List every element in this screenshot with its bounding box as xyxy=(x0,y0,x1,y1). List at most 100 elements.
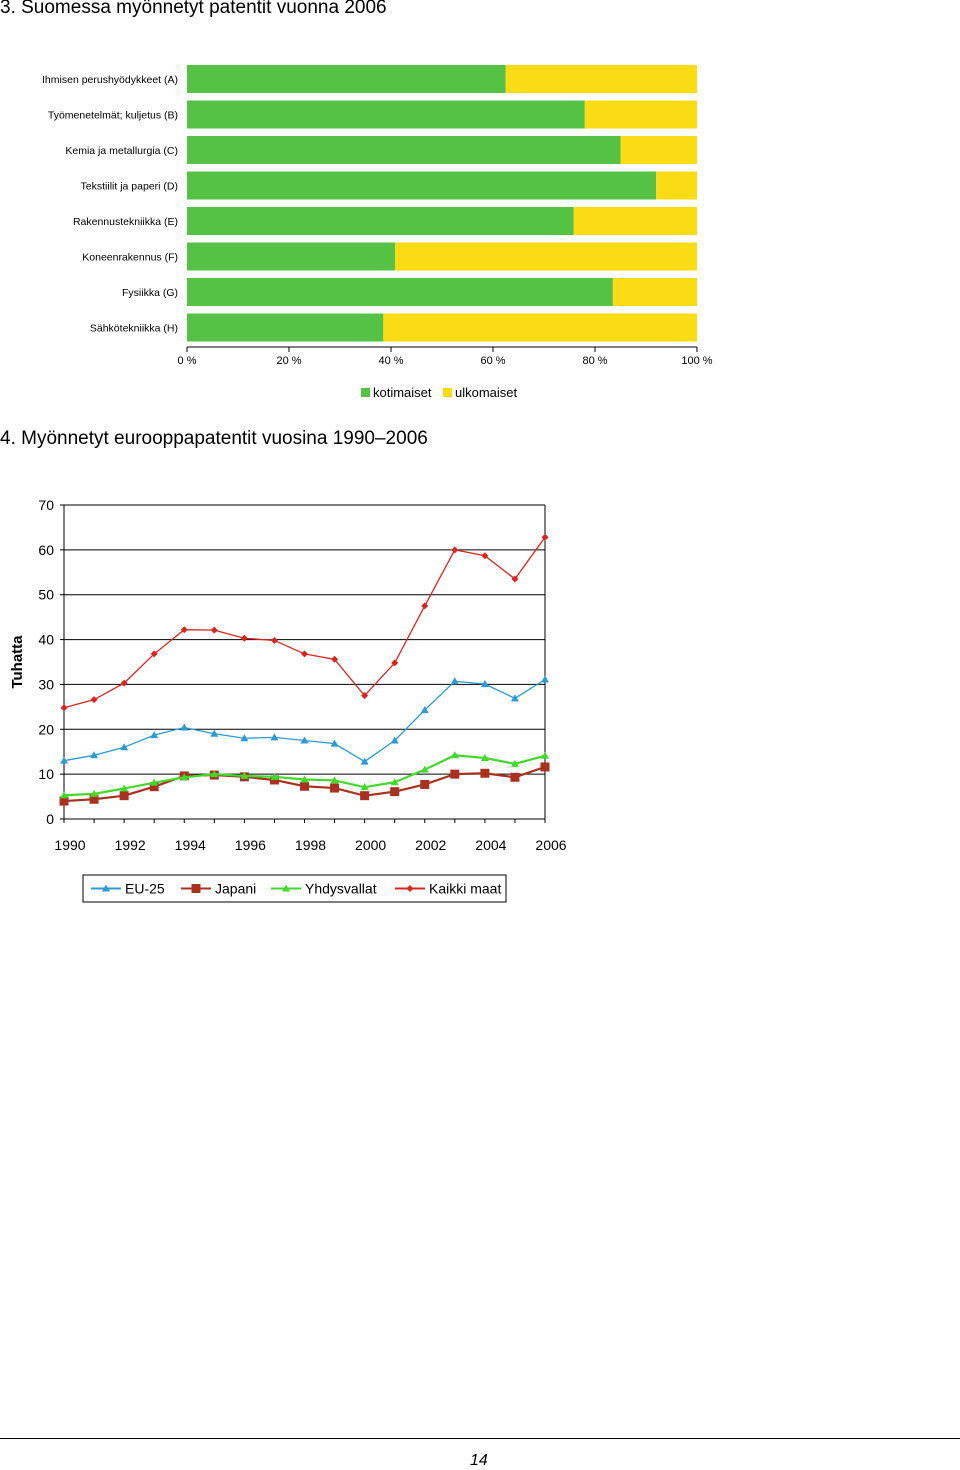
data-point xyxy=(180,773,189,781)
x-tick-label: 1990 xyxy=(54,837,85,853)
legend-label: EU-25 xyxy=(125,881,165,897)
data-point xyxy=(180,626,188,634)
data-point xyxy=(390,736,399,744)
data-point xyxy=(149,782,159,792)
bar-kotimaiset-0 xyxy=(187,65,506,93)
x-tick-label: 1996 xyxy=(235,837,266,853)
data-point xyxy=(59,796,69,806)
y-tick-label: 40 xyxy=(38,632,54,648)
x-tick-label: 1994 xyxy=(175,837,206,853)
x-tick-label: 2002 xyxy=(415,837,446,853)
x-tick-label: 2000 xyxy=(355,837,386,853)
data-point xyxy=(420,779,430,789)
data-point xyxy=(270,733,279,741)
legend-swatch-ulkomaiset xyxy=(443,388,452,397)
series-eu-25 xyxy=(60,675,549,765)
data-point xyxy=(301,650,308,658)
data-point xyxy=(180,723,189,731)
bar-ulkomaiset-2 xyxy=(620,136,697,164)
data-point xyxy=(60,791,68,799)
series-kaikki-maat xyxy=(60,533,549,712)
data-point xyxy=(210,770,219,778)
data-point xyxy=(420,705,429,713)
data-point xyxy=(210,626,218,634)
y-axis-label: Tuhatta xyxy=(9,635,26,689)
data-point xyxy=(300,736,309,744)
bar-ulkomaiset-6 xyxy=(612,278,697,306)
data-point xyxy=(391,659,399,667)
category-label: Fysiikka (G) xyxy=(122,287,178,299)
category-label: Rakennustekniikka (E) xyxy=(73,216,178,228)
bar-ulkomaiset-3 xyxy=(656,171,697,200)
data-point xyxy=(361,692,369,700)
footer-divider xyxy=(0,1438,960,1439)
data-point xyxy=(89,794,99,804)
legend-marker-1 xyxy=(191,884,201,893)
bar-kotimaiset-4 xyxy=(187,207,574,235)
data-point xyxy=(270,772,279,780)
x-tick-label: 1992 xyxy=(115,837,146,853)
data-point xyxy=(150,778,159,786)
data-point xyxy=(541,675,549,683)
bar-kotimaiset-1 xyxy=(187,100,585,129)
legend-label-ulkomaiset: ulkomaiset xyxy=(455,385,518,400)
bar-ulkomaiset-7 xyxy=(383,313,697,342)
page-number: 14 xyxy=(470,1452,488,1469)
data-point xyxy=(450,751,459,759)
x-tick-label: 2006 xyxy=(535,837,566,853)
data-point xyxy=(450,677,459,685)
data-point xyxy=(330,776,339,784)
data-point xyxy=(511,575,519,583)
category-label: Tekstiilit ja paperi (D) xyxy=(81,181,178,193)
series-line xyxy=(63,678,546,763)
legend-marker-2 xyxy=(282,884,290,892)
data-point xyxy=(120,679,128,687)
data-point xyxy=(480,679,489,687)
series-line xyxy=(63,536,546,709)
x-tick-label: 60 % xyxy=(480,355,505,367)
stacked-bar-chart-patents: Ihmisen perushyödykkeet (A) Työmenetelmät… xyxy=(42,65,713,400)
data-point xyxy=(300,775,309,783)
data-point xyxy=(60,756,68,764)
data-point xyxy=(60,704,68,712)
data-point xyxy=(480,753,489,761)
data-point xyxy=(210,729,219,737)
category-label: Koneenrakennus (F) xyxy=(82,252,178,264)
section-heading-patents-2006: 3. Suomessa myönnetyt patentit vuonna 20… xyxy=(0,0,387,18)
data-point xyxy=(510,694,519,702)
x-tick-label: 1998 xyxy=(295,837,326,853)
legend-label-kotimaiset: kotimaiset xyxy=(373,385,432,400)
x-tick-label: 0 % xyxy=(178,355,197,367)
y-tick-label: 60 xyxy=(38,542,54,558)
data-point xyxy=(510,759,519,767)
data-point xyxy=(300,781,309,791)
data-point xyxy=(541,533,549,541)
x-tick-label: 40 % xyxy=(378,355,403,367)
y-tick-label: 70 xyxy=(38,497,54,513)
data-point xyxy=(480,768,490,778)
data-point xyxy=(421,602,429,610)
data-point xyxy=(540,762,550,772)
category-label: Sähkötekniikka (H) xyxy=(90,323,178,335)
data-point xyxy=(240,771,249,779)
y-tick-label: 0 xyxy=(46,811,54,827)
data-point xyxy=(390,787,400,797)
data-point xyxy=(450,769,460,779)
category-label: Kemia ja metallurgia (C) xyxy=(65,145,178,157)
series-yhdysvallat xyxy=(60,751,549,799)
bar-kotimaiset-3 xyxy=(187,171,657,200)
x-tick-label: 20 % xyxy=(276,355,301,367)
data-point xyxy=(360,757,369,765)
x-tick-label: 100 % xyxy=(681,355,712,367)
data-point xyxy=(330,739,339,747)
data-point xyxy=(150,650,158,658)
data-point xyxy=(481,552,489,560)
data-point xyxy=(331,655,339,663)
bar-kotimaiset-5 xyxy=(187,242,396,271)
data-point xyxy=(240,734,249,742)
data-point xyxy=(330,783,340,793)
data-point xyxy=(150,731,159,739)
section-heading-european-patents: 4. Myönnetyt eurooppapatentit vuosina 19… xyxy=(0,428,428,449)
x-tick-label: 2004 xyxy=(475,837,506,853)
bar-ulkomaiset-0 xyxy=(505,65,697,93)
